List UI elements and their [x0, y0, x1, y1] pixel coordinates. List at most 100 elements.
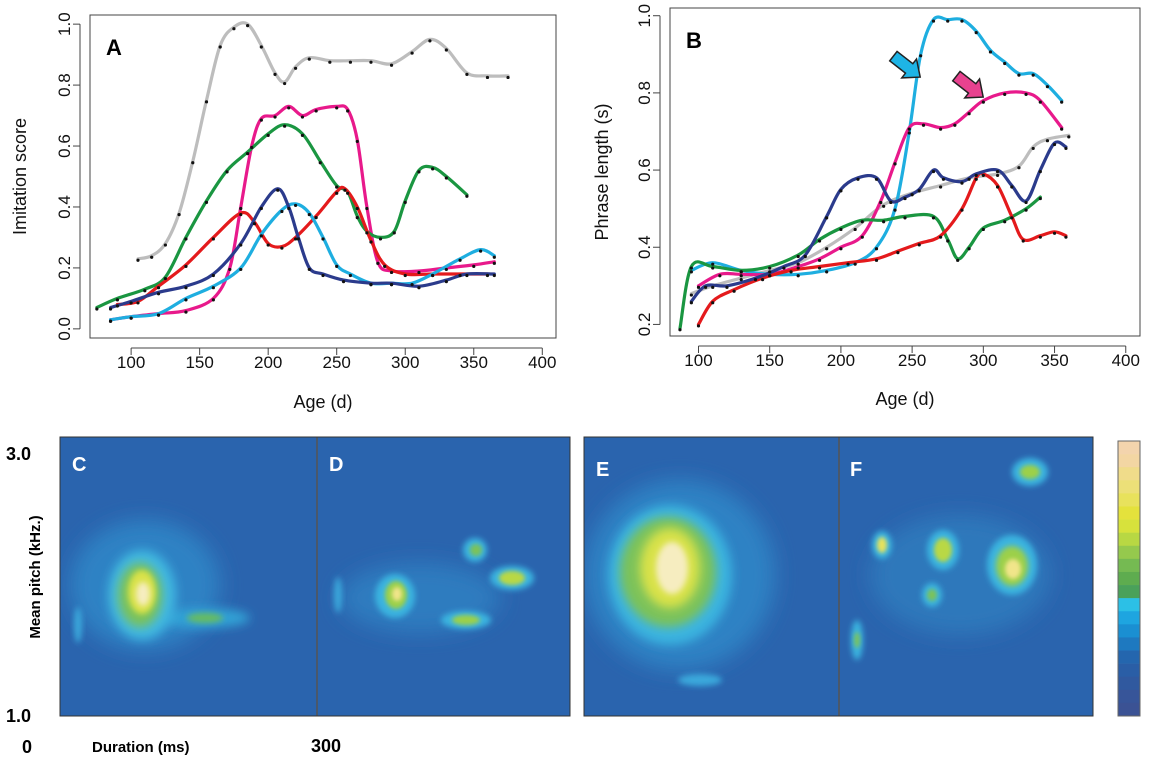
- panel-a-data-point: [204, 100, 209, 104]
- panel-a-data-point: [246, 24, 250, 28]
- panel-b-data-point: [1060, 127, 1064, 131]
- panel-b-data-point: [739, 278, 743, 282]
- spectrogram-xlabel: Duration (ms): [92, 739, 190, 756]
- panel-a-data-point: [287, 206, 291, 211]
- panel-a-data-point: [369, 283, 373, 287]
- panel-b-data-point: [860, 220, 864, 224]
- colorbar-swatch: [1118, 506, 1140, 520]
- panel-b-data-point: [860, 235, 864, 239]
- panel-a-data-point: [239, 206, 243, 211]
- panel-b-data-point: [789, 270, 793, 274]
- colorbar-swatch: [1118, 585, 1140, 599]
- panel-b-y-tick-label: 0.2: [635, 313, 654, 337]
- panel-a-data-point: [389, 63, 394, 67]
- colorbar-frame: [1117, 440, 1141, 717]
- panel-b-data-point: [967, 247, 971, 251]
- panel-a-data-point: [355, 216, 359, 220]
- panel-a-data-point: [485, 273, 490, 278]
- panel-b-data-point: [981, 227, 985, 232]
- panel-b-data-point: [874, 258, 879, 262]
- panel-a-data-point: [239, 212, 243, 217]
- panel-b-data-point: [856, 177, 860, 181]
- panel-a-x-tick-label: 200: [254, 353, 282, 372]
- panel-b-label: B: [686, 28, 702, 53]
- panel-b-data-point: [1017, 166, 1021, 170]
- colorbar-swatch: [1118, 676, 1140, 691]
- panel-a-data-point: [184, 298, 188, 302]
- panel-b-data-point: [967, 177, 971, 181]
- panel-a-data-point: [458, 273, 462, 278]
- panel-a-data-point: [115, 298, 120, 302]
- spectrogram-y-top: 3.0: [6, 444, 31, 464]
- panel-a-data-point: [465, 194, 469, 198]
- panel-a-data-point: [211, 273, 215, 278]
- panel-a-series-line-5: [109, 202, 496, 322]
- panel-a-data-point: [346, 191, 350, 195]
- panel-a-chart: 100 150 200 250 300 350 400 0.0 0.2 0.4 0.6 0.8 1.0 A…: [10, 12, 557, 412]
- panel-b-data-point: [839, 227, 843, 232]
- panel-a-data-point: [348, 60, 353, 64]
- panel-b-data-point: [796, 274, 800, 278]
- panel-b-data-point: [974, 177, 978, 181]
- panel-a-axes: 100 150 200 250 300 350 400 0.0 0.2 0.4 0.6 0.8 1.0 A…: [10, 12, 556, 412]
- panel-b-x-tick-label: 350: [1040, 351, 1068, 370]
- panel-a-data-point: [225, 170, 229, 174]
- panel-b-data-point: [882, 220, 886, 224]
- panel-a-data-point: [276, 188, 280, 192]
- panel-b-data-point: [874, 177, 879, 181]
- colorbar-swatch: [1118, 571, 1140, 586]
- panel-a-data-point: [177, 212, 181, 217]
- panel-a-data-point: [115, 304, 120, 308]
- panel-a-data-point: [232, 27, 236, 31]
- panel-a-data-point: [273, 72, 277, 76]
- colorbar-swatch: [1118, 650, 1140, 664]
- panel-a-data-point: [444, 280, 448, 284]
- panel-b-data-point: [1038, 169, 1042, 174]
- panel-b-data-point: [953, 123, 957, 127]
- panel-b-data-point: [1038, 100, 1042, 104]
- panel-a-data-point: [218, 45, 222, 49]
- panel-b-data-point: [1038, 196, 1042, 201]
- panel-b-data-point: [1064, 235, 1068, 239]
- panel-a-data-point: [136, 258, 140, 262]
- panel-a-data-point: [259, 234, 263, 238]
- panel-a-data-point: [95, 307, 99, 311]
- panel-b-data-point: [725, 285, 729, 289]
- panel-a-data-point: [108, 319, 113, 323]
- panel-b-data-point: [689, 301, 693, 305]
- panel-a-data-point: [392, 231, 396, 235]
- panel-b-data-point: [931, 19, 936, 23]
- panel-b-data-point: [879, 200, 883, 205]
- panel-a-data-point: [259, 45, 263, 49]
- panel-a-data-point: [369, 60, 373, 64]
- panel-a-data-point: [410, 51, 414, 55]
- panel-a-x-tick-label: 400: [528, 353, 556, 372]
- panel-a-data-point: [365, 206, 369, 211]
- panel-a-data-point: [444, 48, 448, 52]
- panel-a-data-point: [129, 301, 133, 305]
- panel-a-data-point: [259, 206, 263, 211]
- panel-a-x-tick-label: 100: [117, 353, 145, 372]
- panel-b-data-point: [796, 254, 800, 259]
- panel-b-data-point: [1067, 135, 1071, 139]
- panel-b-data-point: [893, 162, 897, 166]
- panel-b-data-point: [903, 196, 907, 201]
- panel-f-spectrogram: [839, 437, 1093, 716]
- panel-a-data-point: [389, 283, 394, 287]
- panel-b-y-tick-label: 0.6: [635, 158, 654, 182]
- panel-b-data-point: [839, 247, 843, 251]
- panel-b-data-point: [907, 131, 911, 135]
- panel-a-data-point: [266, 243, 270, 247]
- colorbar-swatch: [1118, 702, 1140, 717]
- panel-a-data-point: [314, 109, 318, 113]
- panel-b-data-point: [960, 181, 964, 185]
- panel-a-data-point: [259, 118, 263, 122]
- panel-b-x-tick-label: 300: [969, 351, 997, 370]
- colorbar-swatch: [1118, 441, 1140, 455]
- panel-a-data-point: [239, 267, 243, 272]
- panel-b-x-tick-label: 400: [1112, 351, 1140, 370]
- panel-b-data-point: [931, 169, 936, 174]
- panel-b-data-point: [768, 270, 772, 274]
- panel-a-data-point: [346, 109, 350, 113]
